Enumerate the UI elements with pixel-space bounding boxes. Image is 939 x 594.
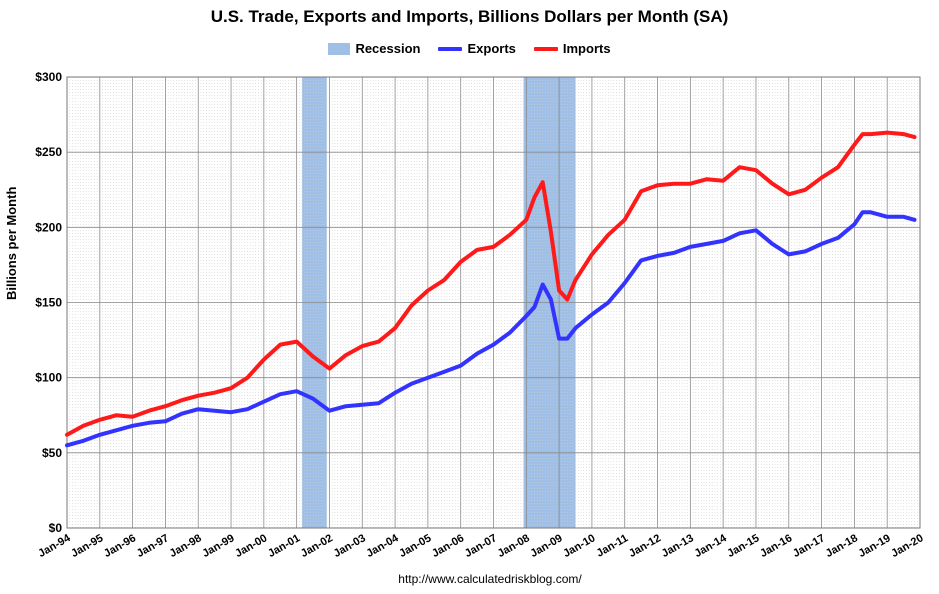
y-tick-label: $150 xyxy=(35,296,62,310)
legend-item-imports: Imports xyxy=(533,41,611,56)
x-tick-label: Jan-99 xyxy=(200,532,236,560)
legend-swatch-recession xyxy=(328,42,351,55)
plot-frame xyxy=(66,76,921,529)
x-tick-label: Jan-98 xyxy=(168,532,204,560)
x-tick-label: Jan-01 xyxy=(266,532,302,560)
chart-legend: Recession Exports Imports xyxy=(0,41,939,56)
x-tick-label: Jan-19 xyxy=(857,532,893,560)
series-line-exports xyxy=(65,210,917,448)
legend-item-exports: Exports xyxy=(438,41,516,56)
y-tick-labels: $0 $50 $100 $150 $200 $250 $300 xyxy=(35,70,62,535)
legend-label-imports: Imports xyxy=(562,41,611,56)
x-tick-label: Jan-15 xyxy=(725,532,761,560)
x-tick-label: Jan-06 xyxy=(430,532,466,560)
legend-item-recession: Recession xyxy=(328,41,420,56)
y-tick-label: $0 xyxy=(49,521,63,535)
x-tick-label: Jan-11 xyxy=(595,532,631,560)
x-tick-label: Jan-10 xyxy=(561,532,597,560)
x-tick-label: Jan-13 xyxy=(660,532,696,560)
x-tick-label: Jan-96 xyxy=(102,532,138,560)
y-tick-label: $300 xyxy=(35,70,62,84)
x-tick-label: Jan-16 xyxy=(758,532,794,560)
legend-label-exports: Exports xyxy=(467,41,516,56)
x-tick-label: Jan-09 xyxy=(528,532,564,560)
y-tick-label: $200 xyxy=(35,220,62,234)
x-tick-label: Jan-12 xyxy=(627,532,663,560)
y-tick-label: $100 xyxy=(35,371,62,385)
x-tick-label: Jan-00 xyxy=(233,532,269,560)
x-tick-label: Jan-02 xyxy=(299,532,335,560)
x-tick-label: Jan-08 xyxy=(496,532,532,560)
x-tick-label: Jan-95 xyxy=(69,532,105,560)
x-tick-label: Jan-18 xyxy=(824,532,860,560)
source-url: http://www.calculatedriskblog.com/ xyxy=(398,572,582,586)
legend-swatch-exports xyxy=(438,46,463,51)
x-tick-label: Jan-20 xyxy=(889,532,925,560)
series-lines xyxy=(65,130,917,448)
legend-label-recession: Recession xyxy=(355,41,421,56)
chart-title: U.S. Trade, Exports and Imports, Billion… xyxy=(210,7,729,26)
x-tick-label: Jan-05 xyxy=(397,532,433,560)
x-tick-label: Jan-17 xyxy=(791,532,827,560)
x-tick-label: Jan-07 xyxy=(463,532,499,560)
x-tick-label: Jan-94 xyxy=(36,532,73,560)
legend-swatch-imports xyxy=(533,46,558,51)
y-tick-label: $250 xyxy=(35,145,62,159)
x-tick-label: Jan-03 xyxy=(332,532,368,560)
x-tick-label: Jan-97 xyxy=(135,532,171,560)
x-tick-label: Jan-14 xyxy=(692,532,729,560)
x-tick-labels: Jan-94Jan-95Jan-96Jan-97Jan-98Jan-99Jan-… xyxy=(36,532,925,560)
y-tick-label: $50 xyxy=(42,446,62,460)
axes xyxy=(66,76,921,529)
series-line-imports xyxy=(65,130,917,437)
x-tick-label: Jan-04 xyxy=(364,532,401,560)
major-gridlines xyxy=(66,76,921,529)
